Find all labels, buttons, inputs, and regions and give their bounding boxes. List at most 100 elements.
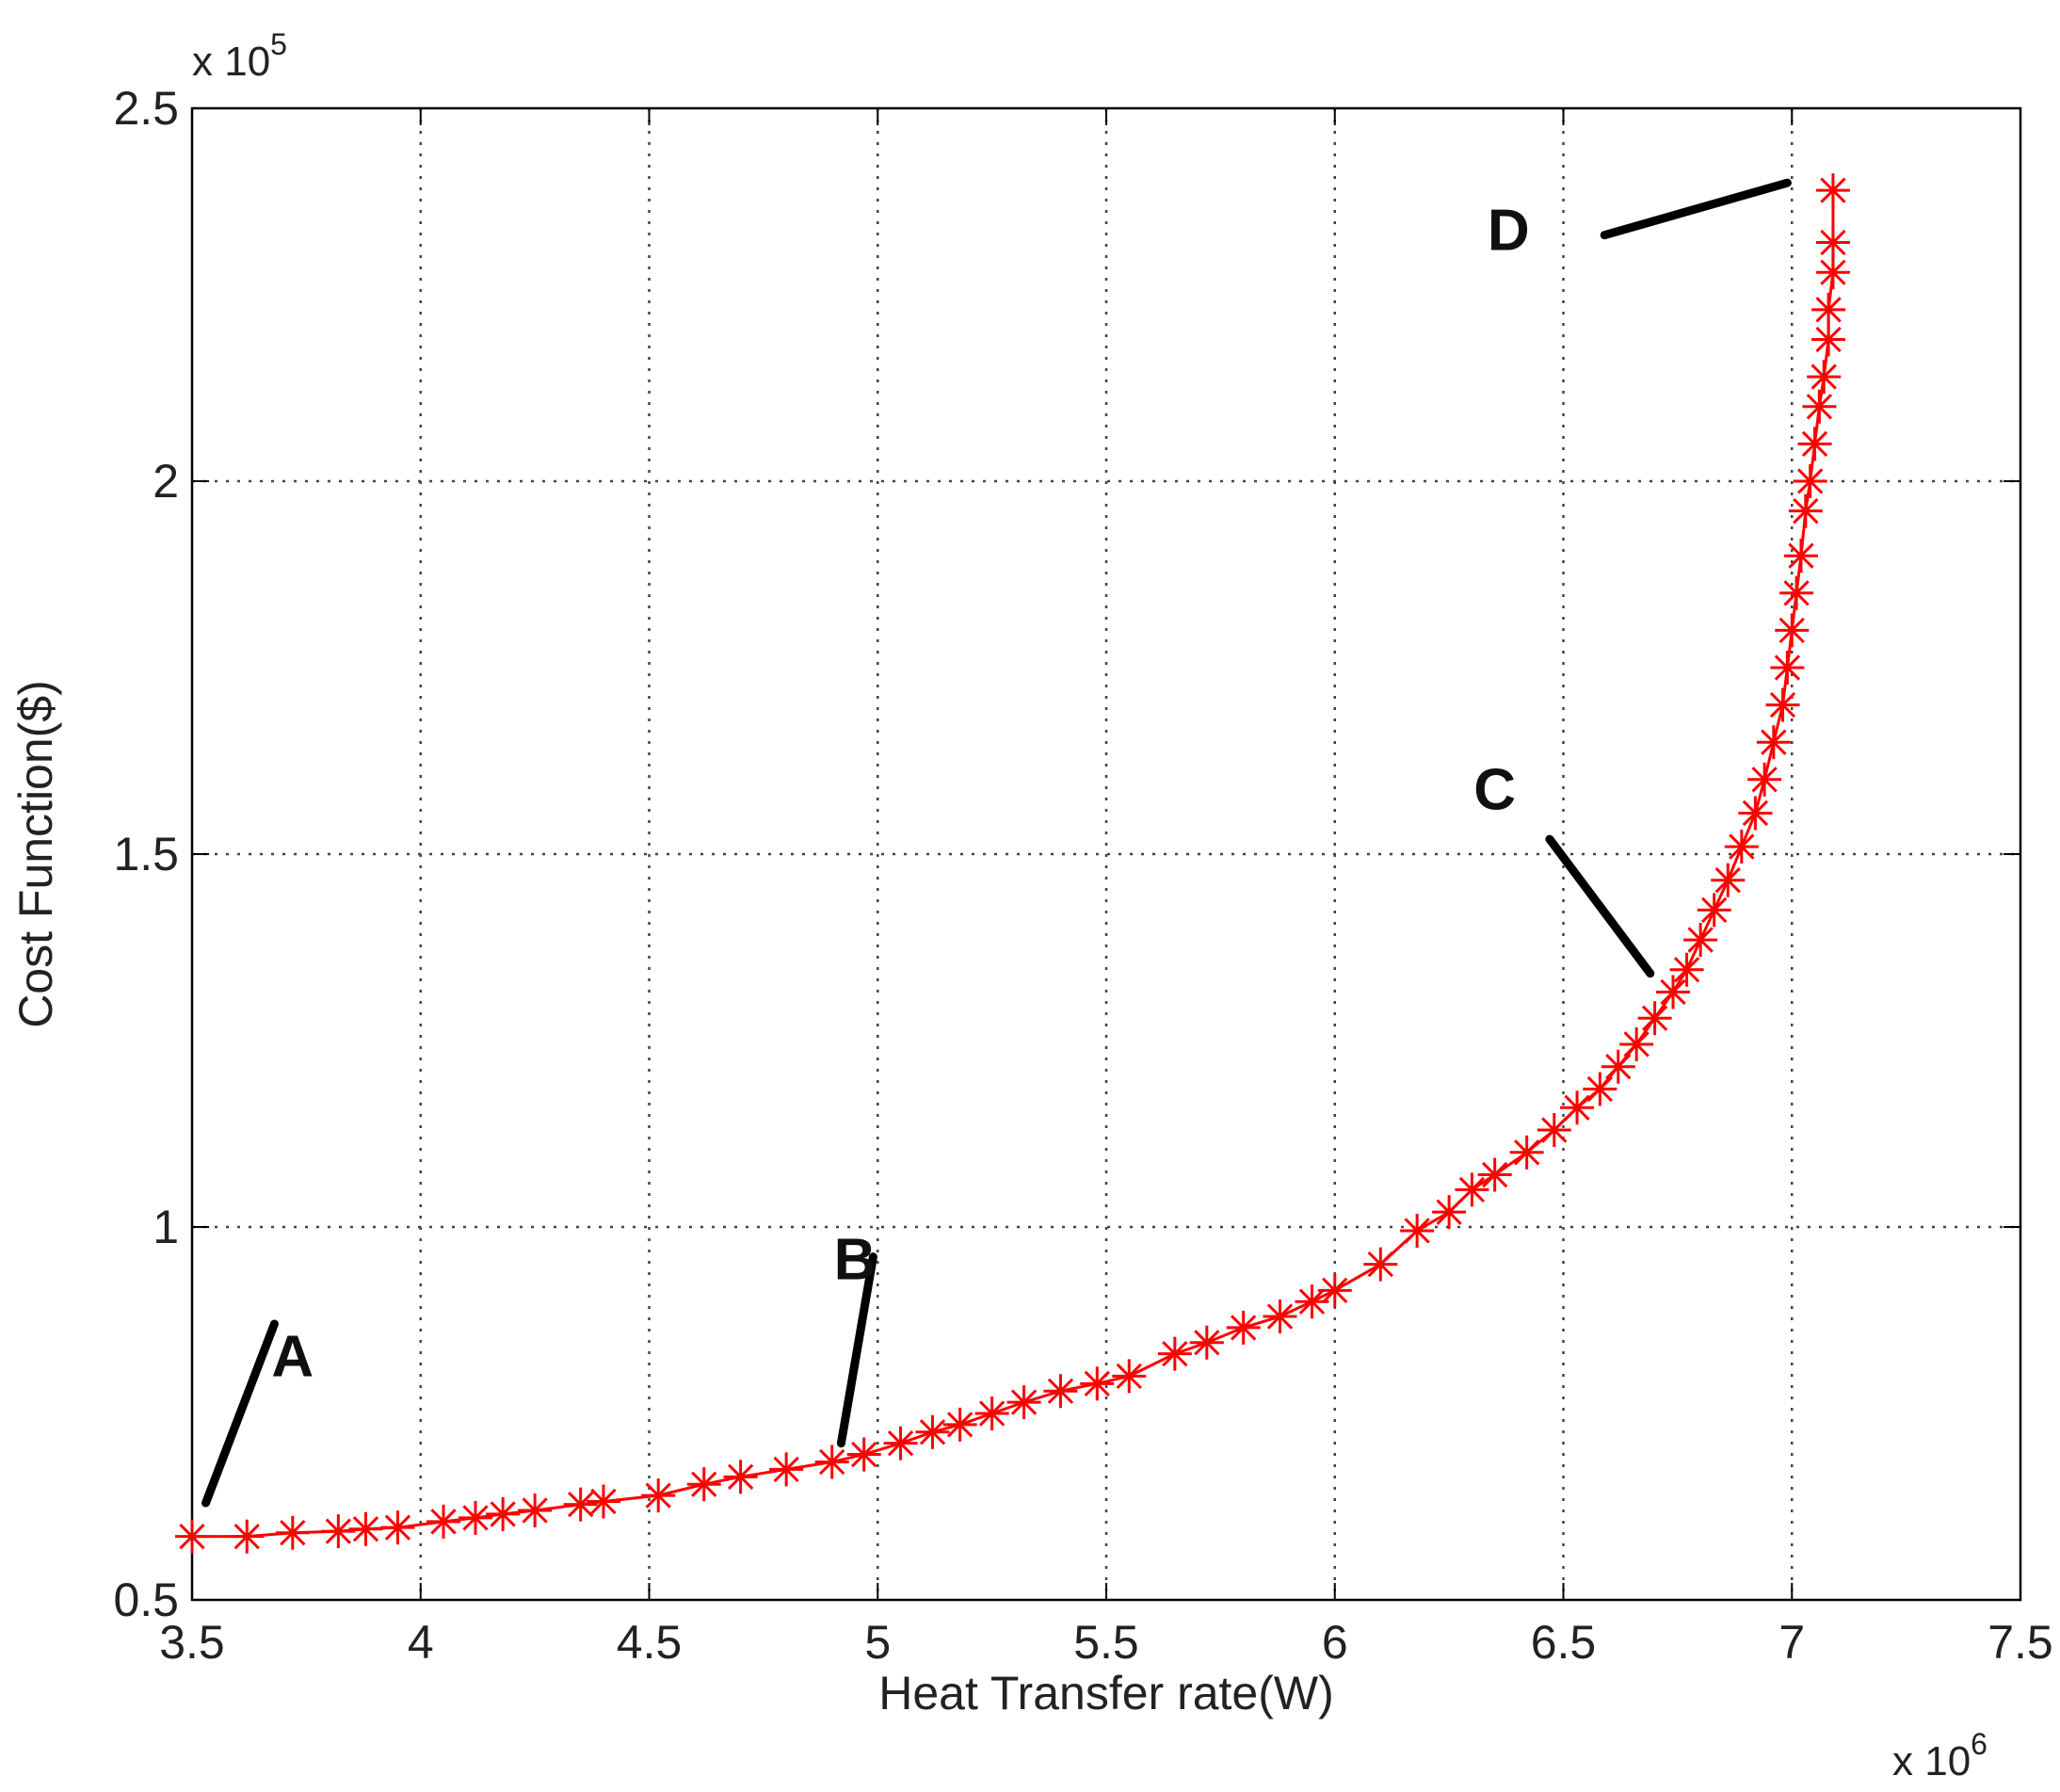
data-point-stroke [1541,1117,1568,1143]
data-point-stroke [352,1516,379,1542]
x-multiplier-base: x 10 [1892,1738,1971,1784]
data-point [1788,493,1823,528]
data-point-stroke [1783,580,1810,606]
data-point-stroke [887,1430,914,1457]
data-point-stroke [691,1471,717,1497]
data-point-stroke [1769,691,1796,718]
data-point-stroke [1322,1277,1348,1303]
data-point-stroke [1047,1378,1074,1404]
data-point [1783,539,1818,573]
data-point [1765,687,1800,722]
data-point [1797,427,1832,461]
data-point-stroke [1797,468,1824,494]
data-point [586,1484,620,1519]
annotation-label-c: C [1473,757,1516,822]
data-point [1080,1366,1115,1401]
data-point-stroke [1793,498,1819,525]
data-point [348,1511,383,1546]
y-multiplier-base: x 10 [192,39,270,85]
annotation-line-c [1545,834,1655,978]
annotation-label-b: B [834,1227,877,1292]
data-point [1697,893,1731,928]
x-tick-label: 7.5 [1988,1616,2053,1669]
y-tick-label: 1.5 [113,828,179,880]
data-point-stroke [1162,1340,1188,1367]
data-point-stroke [1774,654,1801,681]
data-point [426,1504,461,1539]
data-point-stroke [522,1497,548,1524]
tick-labels: 3.5 4 4.5 5 5.5 6 6.5 7 7.5 0.5 1 1.5 2 2.5 [113,82,2052,1669]
y-tick-label: 2.5 [113,82,179,135]
x-tick-label: 4 [408,1616,434,1669]
data-point [1756,725,1791,760]
data-point [459,1500,493,1535]
annotation-line-a [201,1319,279,1508]
data-point-stroke [384,1514,411,1541]
data-point [1432,1195,1467,1230]
data-point [1779,575,1814,610]
data-point [1770,651,1805,685]
data-point [1811,292,1846,327]
data-point-stroke [1742,799,1769,827]
x-tick-label: 5 [864,1616,891,1669]
axes [190,106,2022,1602]
data-point-stroke [1729,833,1755,860]
data-point [1455,1172,1489,1207]
data-point-stroke [1673,957,1700,983]
y-axis-label: Cost Function($) [9,680,62,1028]
data-point [1537,1113,1571,1148]
x-multiplier: x 106 [1892,1727,1988,1784]
data-point [686,1467,721,1502]
annotation-label-a: A [271,1324,314,1389]
data-point [1637,1001,1672,1036]
data-point-stroke [1116,1363,1142,1390]
data-point [1509,1135,1544,1170]
x-axis-label: Heat Transfer rate(W) [878,1667,1333,1719]
data-point-stroke [978,1400,1006,1427]
data-point-stroke [1010,1389,1038,1415]
data-point [1601,1049,1635,1084]
data-point-stroke [1605,1054,1632,1080]
data-point-stroke [727,1463,754,1490]
data-point-stroke [1714,867,1741,894]
data-point [1775,613,1810,648]
data-point [883,1426,918,1461]
data-point [1793,464,1827,498]
data-point [486,1496,521,1531]
data-point-stroke [1815,326,1842,353]
data-point-stroke [179,1524,205,1550]
data-point [1738,796,1773,831]
data-point [1815,173,1850,208]
annotation-line-b [836,1252,877,1448]
data-point-stroke [773,1456,799,1483]
data-point [1815,255,1850,290]
data-series [175,173,1850,1554]
x-tick-label: 6.5 [1531,1616,1597,1669]
data-point-stroke [1367,1251,1393,1278]
data-point-stroke [1778,617,1805,644]
y-tick-label: 1 [153,1201,179,1253]
data-point [1006,1385,1041,1420]
data-point [1363,1247,1398,1282]
annotation-label-d: D [1488,198,1530,263]
data-point-stroke [1084,1370,1110,1396]
data-point-stroke [1761,729,1787,755]
data-point-stroke [568,1491,594,1518]
data-point-stroke [1436,1199,1462,1225]
data-point [1263,1300,1297,1334]
data-point-stroke [1513,1139,1540,1166]
y-multiplier-exponent: 5 [270,27,287,61]
data-point [1583,1072,1617,1106]
data-point-stroke [1687,927,1714,953]
data-point-stroke [919,1419,946,1445]
data-point [275,1515,310,1550]
data-point-stroke [1266,1303,1294,1330]
data-point-stroke [1230,1315,1257,1341]
data-point [915,1414,950,1449]
data-point [1157,1336,1192,1371]
x-tick-label: 6 [1322,1616,1348,1669]
x-multiplier-exponent: 6 [1971,1727,1988,1761]
data-point-stroke [1701,896,1728,924]
y-multiplier: x 105 [192,27,287,85]
